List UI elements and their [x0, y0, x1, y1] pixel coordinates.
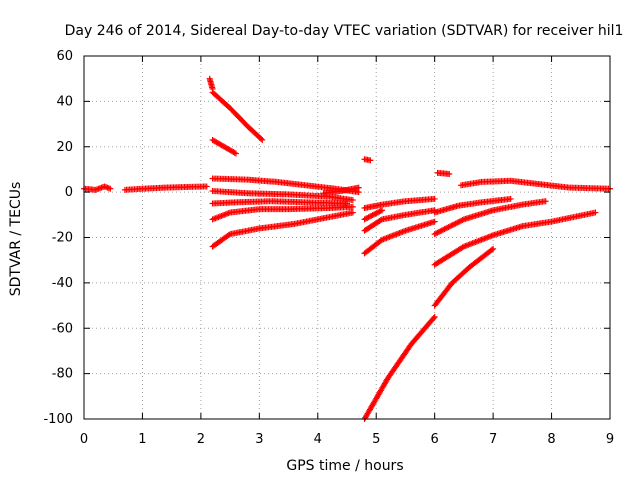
series-arc-i [209, 203, 356, 223]
series-arc-s [434, 169, 453, 177]
series-arc-v [431, 198, 549, 238]
data-point [225, 231, 232, 238]
series-arc-o [361, 207, 438, 234]
x-tick-label: 2 [197, 432, 205, 447]
data-point [367, 157, 374, 164]
series-arc-j [209, 209, 356, 250]
series-arc-a [81, 183, 114, 193]
chart-title: Day 246 of 2014, Sidereal Day-to-day VTE… [65, 23, 624, 39]
series-arc-k [320, 184, 362, 197]
data-point [355, 184, 362, 191]
x-tick-label: 9 [606, 432, 614, 447]
y-tick-label: 20 [56, 140, 73, 155]
data-point [365, 214, 372, 221]
data-point [349, 209, 356, 216]
data-point [376, 208, 383, 215]
data-point [107, 185, 114, 192]
grid [84, 56, 610, 419]
series-arc-q [361, 313, 438, 422]
series-arc-l [361, 156, 374, 164]
x-tick-label: 8 [547, 432, 555, 447]
data-point [362, 215, 369, 222]
data-point [368, 212, 375, 219]
data-point [459, 217, 466, 224]
series-arc-c [206, 75, 216, 92]
data-point [431, 218, 438, 225]
data-point [379, 207, 386, 214]
y-tick-label: 40 [56, 94, 73, 109]
y-tick-label: -20 [52, 231, 73, 246]
series-arc-u [431, 195, 514, 216]
data-point [369, 212, 376, 219]
data-point [446, 170, 453, 177]
data-point [507, 195, 514, 202]
y-tick-label: -60 [52, 321, 73, 336]
data-point [372, 210, 379, 217]
data-point [459, 244, 466, 251]
y-axis-label: SDTVAR / TECUs [8, 182, 24, 297]
data-points [81, 75, 613, 422]
x-axis-label: GPS time / hours [286, 458, 403, 474]
y-tick-label: 0 [65, 185, 73, 200]
data-point [203, 183, 210, 190]
data-point [258, 135, 265, 142]
axis-ticks: 0 1 2 3 4 5 6 7 8 9 -100 -80 -60 -40 -20 0 20 40 60 [43, 49, 614, 447]
x-tick-label: 5 [372, 432, 380, 447]
y-tick-label: -80 [52, 367, 73, 382]
series-arc-w [431, 209, 599, 268]
data-point [366, 213, 373, 220]
x-tick-label: 3 [255, 432, 263, 447]
plot-frame [83, 55, 611, 420]
x-tick-label: 6 [431, 432, 439, 447]
data-point [488, 246, 495, 253]
data-point [377, 207, 384, 214]
series-arc-b [121, 183, 210, 193]
data-point [377, 217, 384, 224]
y-tick-label: 60 [56, 49, 73, 64]
series-arc-e [209, 136, 239, 157]
y-tick-label: -100 [43, 412, 73, 427]
data-point [232, 150, 239, 157]
series-arc-d [209, 89, 266, 143]
x-tick-label: 4 [314, 432, 322, 447]
data-point [364, 214, 371, 221]
x-tick-label: 7 [489, 432, 497, 447]
x-tick-label: 0 [80, 432, 88, 447]
data-point [370, 211, 377, 218]
data-point [361, 216, 368, 223]
series-arc-t [457, 177, 613, 192]
data-point [373, 210, 380, 217]
series-arc-p [361, 218, 438, 257]
data-point [592, 209, 599, 216]
data-point [430, 315, 437, 322]
data-point [349, 203, 356, 210]
data-point [375, 209, 382, 216]
data-point [349, 197, 356, 204]
data-point [259, 136, 266, 143]
series-arc-m [361, 195, 438, 212]
series-arc-g [209, 187, 356, 204]
data-point [431, 313, 438, 320]
data-point [542, 198, 549, 205]
data-point [490, 245, 497, 252]
data-point [231, 149, 238, 156]
data-point [431, 195, 438, 202]
series-arc-r [431, 245, 497, 309]
y-tick-label: -40 [52, 276, 73, 291]
series-arc-n [361, 207, 386, 223]
x-tick-label: 1 [138, 432, 146, 447]
